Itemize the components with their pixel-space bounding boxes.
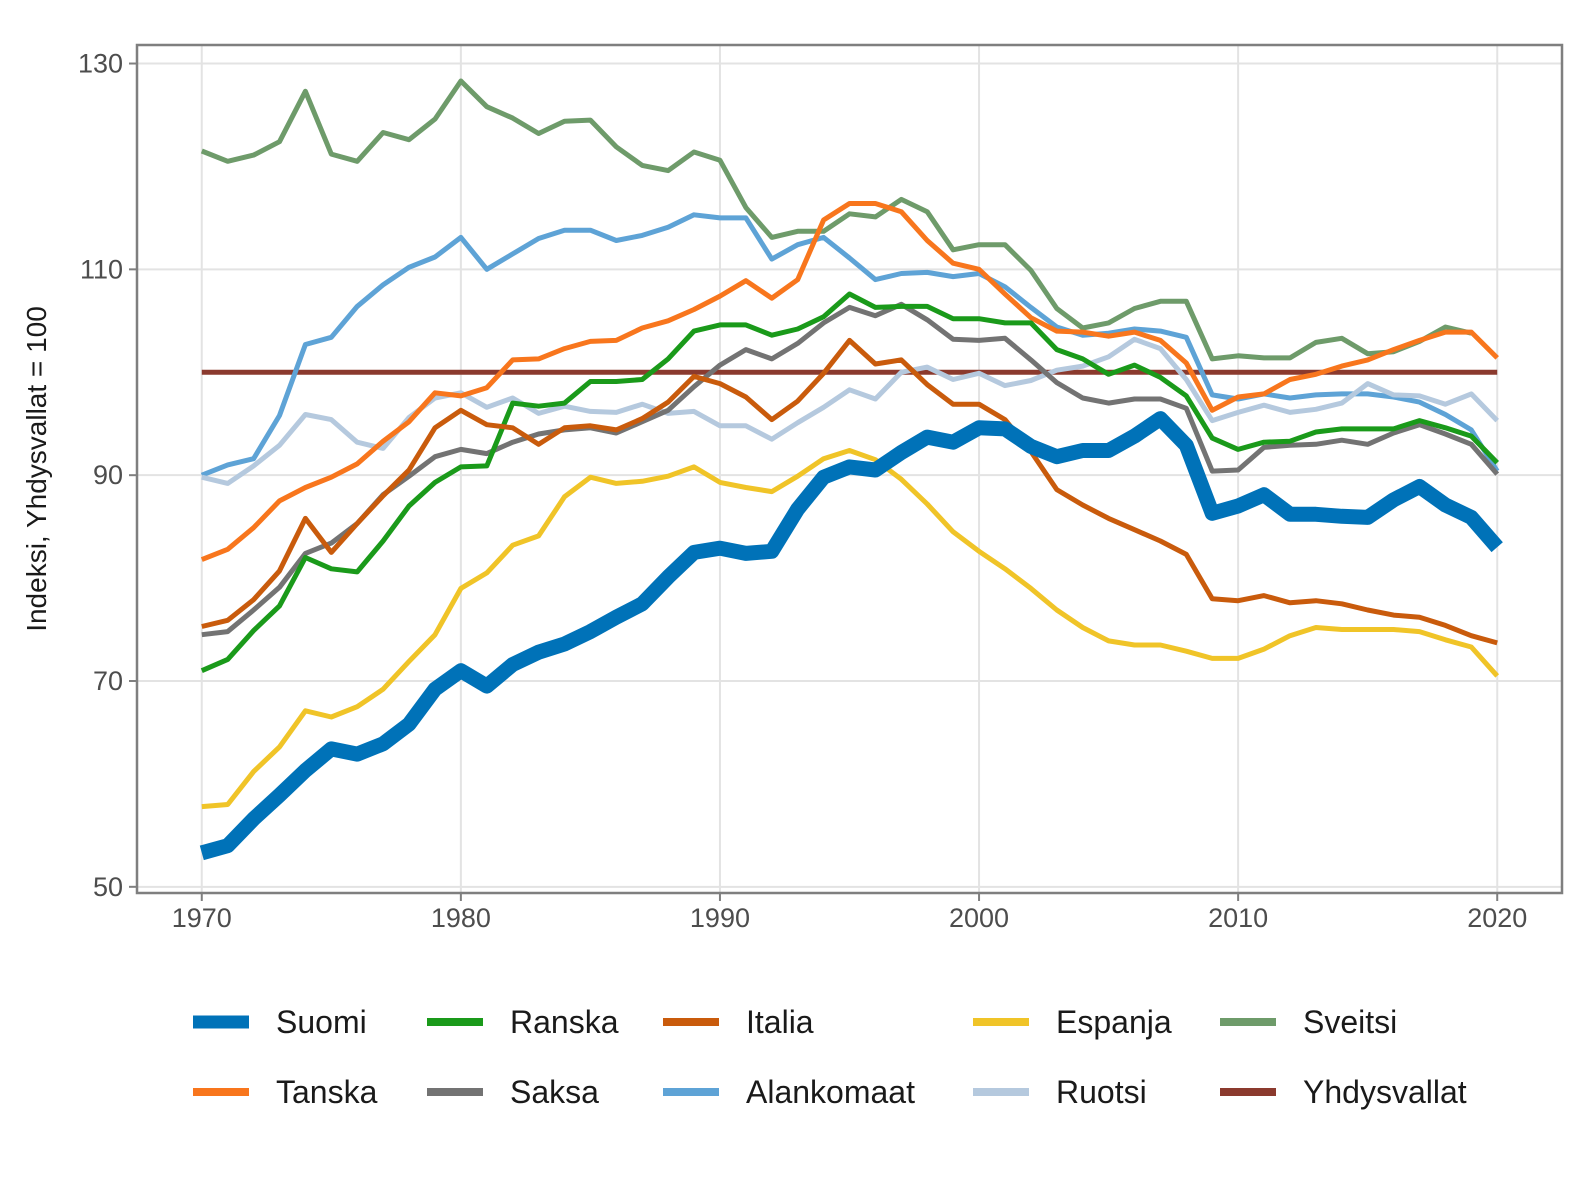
legend-item-espanja: Espanja [973,1004,1172,1040]
grid-lines [137,45,1562,893]
series-line-saksa [201,301,1500,638]
legend-label: Alankomaat [746,1074,915,1110]
x-tick-label: 2020 [1467,903,1527,933]
series-line-tanska [200,201,1499,562]
series-line-suomi [199,411,1503,861]
series-line-alankomaat [200,212,1500,478]
legend-item-sveitsi: Sveitsi [1220,1004,1397,1040]
legend-label: Suomi [276,1004,367,1040]
legend-label: Saksa [510,1074,599,1110]
legend-label: Tanska [276,1074,378,1110]
x-tick-label: 2010 [1208,903,1268,933]
legend-item-tanska: Tanska [193,1074,378,1110]
series-line-espanja [201,448,1500,810]
x-tick-label: 1980 [431,903,491,933]
legend-label: Sveitsi [1303,1004,1397,1040]
legend-item-italia: Italia [663,1004,814,1040]
legend-label: Ranska [510,1004,619,1040]
axes: 1970 1980 1990 2000 2010 2020 50 70 90 110 130 [78,49,1527,933]
y-tick-label: 90 [93,460,123,490]
legend-item-suomi: Suomi [193,1004,367,1040]
y-tick-label: 50 [93,872,123,902]
y-tick-label: 70 [93,666,123,696]
y-tick-label: 110 [80,254,123,284]
y-axis-title: Indeksi, Yhdysvallat = 100 [21,306,52,632]
legend-item-alankomaat: Alankomaat [663,1074,915,1110]
legend-item-yhdysvallat: Yhdysvallat [1220,1074,1467,1110]
legend-label: Ruotsi [1056,1074,1147,1110]
legend-label: Espanja [1056,1004,1172,1040]
legend-item-ranska: Ranska [427,1004,619,1040]
series-line-ranska [200,291,1499,673]
x-tick-label: 1970 [172,903,232,933]
series-lines [199,78,1503,861]
y-tick-label: 130 [78,49,123,79]
plot-panel-border [135,43,1564,895]
legend-label: Yhdysvallat [1303,1074,1467,1110]
series-line-sveitsi [200,78,1472,362]
series-line-italia [201,337,1498,646]
legend-item-ruotsi: Ruotsi [973,1074,1147,1110]
x-tick-label: 1990 [690,903,750,933]
legend: Suomi Ranska Italia Espanja Sveitsi Tanska Sak… [193,1004,1467,1110]
legend-item-saksa: Saksa [427,1074,599,1110]
x-tick-label: 2000 [949,903,1009,933]
legend-label: Italia [746,1004,814,1040]
